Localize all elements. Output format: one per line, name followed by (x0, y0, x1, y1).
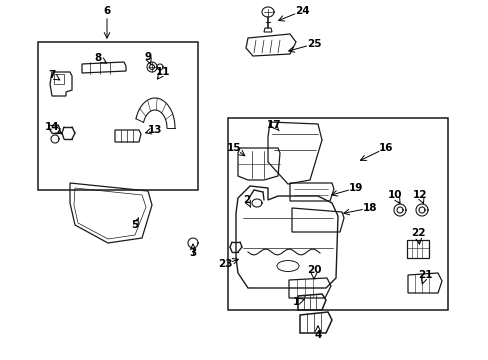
Bar (54, 74, 64, 84)
Text: 6: 6 (103, 6, 110, 16)
Text: 3: 3 (189, 248, 196, 258)
Text: 11: 11 (156, 67, 170, 77)
Text: 4: 4 (314, 330, 321, 340)
Text: 20: 20 (306, 265, 321, 275)
Text: 17: 17 (266, 120, 281, 130)
Text: 5: 5 (131, 220, 138, 230)
Text: 24: 24 (294, 6, 309, 16)
Text: 12: 12 (412, 190, 427, 200)
Text: 7: 7 (48, 70, 56, 80)
Text: 8: 8 (94, 53, 102, 63)
Text: 1: 1 (292, 297, 299, 307)
Text: 14: 14 (44, 122, 59, 132)
Text: 25: 25 (306, 39, 321, 49)
Text: 19: 19 (348, 183, 363, 193)
Text: 2: 2 (243, 195, 250, 205)
Text: 18: 18 (362, 203, 376, 213)
Text: 22: 22 (410, 228, 425, 238)
Text: 13: 13 (147, 125, 162, 135)
Text: 9: 9 (144, 52, 151, 62)
Bar (38, 42, 198, 190)
Text: 15: 15 (226, 143, 241, 153)
Text: 10: 10 (387, 190, 402, 200)
Text: 21: 21 (417, 270, 431, 280)
Text: 16: 16 (378, 143, 392, 153)
Text: 23: 23 (217, 259, 232, 269)
Bar (227, 118, 447, 310)
